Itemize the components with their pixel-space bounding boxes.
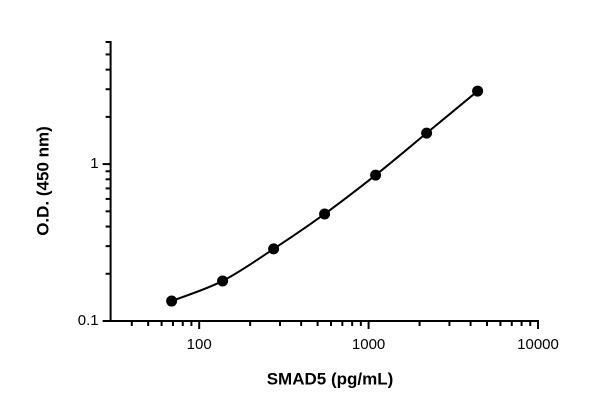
data-point	[421, 127, 433, 139]
y-tick-label: 1	[90, 155, 98, 172]
data-point	[472, 85, 484, 97]
y-axis-label: O.D. (450 nm)	[33, 126, 52, 236]
y-tick-label: 0.1	[78, 312, 99, 329]
data-point	[319, 208, 331, 220]
data-point	[217, 275, 229, 287]
data-point	[370, 169, 382, 181]
data-point	[166, 295, 178, 307]
data-point	[268, 243, 280, 255]
x-axis-label: SMAD5 (pg/mL)	[267, 369, 394, 388]
x-tick-label: 1000	[352, 336, 385, 353]
fit-curve	[171, 90, 479, 302]
x-tick-label: 100	[187, 336, 212, 353]
x-tick-label: 10000	[517, 336, 559, 353]
